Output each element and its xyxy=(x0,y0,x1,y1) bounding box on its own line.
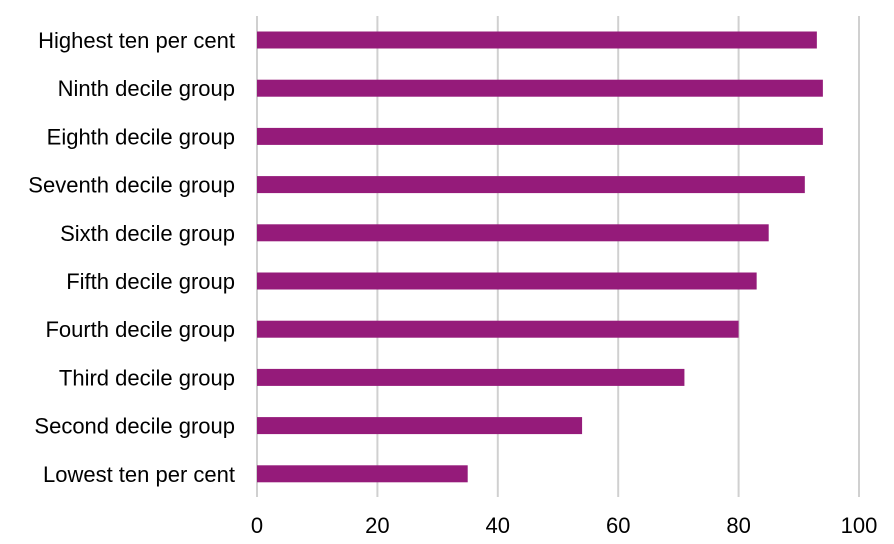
category-label-eighth-decile-group: Eighth decile group xyxy=(47,124,235,149)
x-tick-label-40: 40 xyxy=(486,513,510,538)
bar-seventh-decile-group xyxy=(257,176,805,194)
category-label-fifth-decile-group: Fifth decile group xyxy=(66,269,235,294)
bar-third-decile-group xyxy=(257,368,685,386)
x-tick-label-100: 100 xyxy=(841,513,878,538)
category-label-fourth-decile-group: Fourth decile group xyxy=(45,317,235,342)
x-tick-label-0: 0 xyxy=(251,513,263,538)
bar-eighth-decile-group xyxy=(257,127,823,145)
bars xyxy=(257,31,823,483)
bar-fifth-decile-group xyxy=(257,272,757,290)
x-tick-label-80: 80 xyxy=(726,513,750,538)
bar-second-decile-group xyxy=(257,417,583,435)
x-tick-label-60: 60 xyxy=(606,513,630,538)
category-label-sixth-decile-group: Sixth decile group xyxy=(60,221,235,246)
category-label-seventh-decile-group: Seventh decile group xyxy=(28,173,235,198)
x-tick-label-20: 20 xyxy=(365,513,389,538)
category-labels: Highest ten per cent Ninth decile group Ei… xyxy=(28,28,235,487)
bar-ninth-decile-group xyxy=(257,79,823,97)
category-label-second-decile-group: Second decile group xyxy=(34,414,235,439)
category-label-highest-ten-per-cent: Highest ten per cent xyxy=(38,28,235,53)
bar-fourth-decile-group xyxy=(257,320,739,338)
category-label-ninth-decile-group: Ninth decile group xyxy=(58,76,235,101)
bar-highest-ten-per-cent xyxy=(257,31,817,49)
category-label-third-decile-group: Third decile group xyxy=(59,365,235,390)
x-axis-tick-labels: 0 20 40 60 80 100 xyxy=(251,513,877,538)
bar-sixth-decile-group xyxy=(257,224,769,242)
category-label-lowest-ten-per-cent: Lowest ten per cent xyxy=(43,462,235,487)
bar-lowest-ten-per-cent xyxy=(257,465,468,483)
